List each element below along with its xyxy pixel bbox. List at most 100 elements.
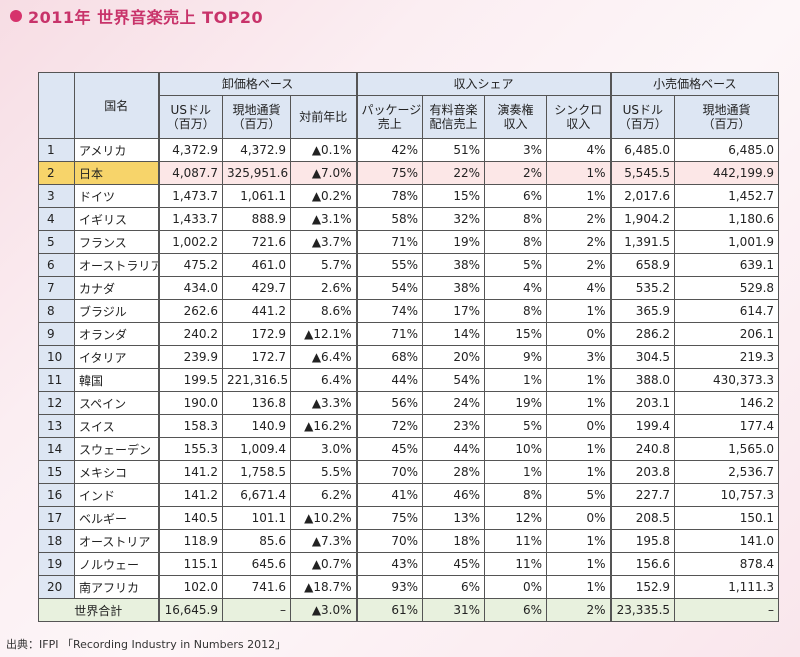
column-header: 対前年比 xyxy=(289,95,358,139)
value-cell-w-local: 888.9 xyxy=(222,207,291,231)
value-cell-dl: 38% xyxy=(422,253,486,277)
value-cell-r-local: 1,001.9 xyxy=(674,230,780,254)
value-cell-r-local: 878.4 xyxy=(674,552,780,576)
chart-title: 2011年 世界音楽売上 TOP20 xyxy=(10,5,263,27)
value-cell-perf: 11% xyxy=(484,529,548,553)
value-cell-perf: 10% xyxy=(484,437,548,461)
value-cell-dl: 28% xyxy=(422,460,486,484)
value-cell-w-usd: 4,372.9 xyxy=(158,138,223,162)
sales-table: 国名 卸価格ベース 収入シェア 小売価格ベース USドル （百万） 現地通貨 （百万）… xyxy=(38,72,780,622)
value-cell-w-local: 172.9 xyxy=(222,322,291,346)
value-cell-dl: 54% xyxy=(422,368,486,392)
value-cell-perf: 11% xyxy=(484,552,548,576)
country-cell: イギリス xyxy=(74,207,160,231)
rank-cell: 4 xyxy=(38,207,75,231)
table-row: 16 インド 141.2 6,671.4 6.2% 41% 46% 8% 5% 227.7 10,7… xyxy=(38,483,780,507)
value-cell-yoy: ▲0.2% xyxy=(289,184,358,208)
value-cell-yoy: ▲3.7% xyxy=(289,230,358,254)
value-cell-w-local: 172.7 xyxy=(222,345,291,369)
value-cell-sync: 1% xyxy=(546,184,612,208)
value-cell-w-usd: 262.6 xyxy=(158,299,223,323)
value-cell-perf: 8% xyxy=(484,299,548,323)
column-header: パッケージ 売上 xyxy=(356,95,424,139)
value-cell-w-usd: 1,473.7 xyxy=(158,184,223,208)
value-cell-sync: 1% xyxy=(546,368,612,392)
value-cell-pkg: 56% xyxy=(356,391,424,415)
country-cell: アメリカ xyxy=(74,138,160,162)
value-cell-perf: 8% xyxy=(484,207,548,231)
table-row: 1 アメリカ 4,372.9 4,372.9 ▲0.1% 42% 51% 3% 4% 6,485.… xyxy=(38,138,780,162)
value-cell-r-local: 529.8 xyxy=(674,276,780,300)
total-row: 世界合計 16,645.9– ▲3.0% 61% 31% 6% 2% 23,335.5– xyxy=(38,598,780,622)
total-cell-sync: 2% xyxy=(546,598,612,622)
rank-cell: 12 xyxy=(38,391,75,415)
value-cell-w-usd: 475.2 xyxy=(158,253,223,277)
country-cell: スイス xyxy=(74,414,160,438)
value-cell-dl: 45% xyxy=(422,552,486,576)
value-cell-w-local: 1,758.5 xyxy=(222,460,291,484)
value-cell-pkg: 93% xyxy=(356,575,424,599)
value-cell-sync: 2% xyxy=(546,253,612,277)
value-cell-pkg: 43% xyxy=(356,552,424,576)
value-cell-sync: 1% xyxy=(546,460,612,484)
value-cell-w-usd: 141.2 xyxy=(158,460,223,484)
column-header: シンクロ 収入 xyxy=(546,95,612,139)
value-cell-r-usd: 5,545.5 xyxy=(610,161,676,185)
value-cell-perf: 4% xyxy=(484,276,548,300)
rank-cell: 14 xyxy=(38,437,75,461)
column-header: USドル （百万） xyxy=(610,95,676,139)
value-cell-w-usd: 190.0 xyxy=(158,391,223,415)
value-cell-r-usd: 195.8 xyxy=(610,529,676,553)
value-cell-dl: 17% xyxy=(422,299,486,323)
value-cell-w-usd: 240.2 xyxy=(158,322,223,346)
total-cell-w-local: – xyxy=(222,598,291,622)
value-cell-w-local: 140.9 xyxy=(222,414,291,438)
value-cell-r-usd: 388.0 xyxy=(610,368,676,392)
total-cell-w-usd: 16,645.9 xyxy=(158,598,223,622)
table-row: 18 オーストリア 118.9 85.6 ▲7.3% 70% 18% 11% 1% 195.8 14… xyxy=(38,529,780,553)
value-cell-r-local: 2,536.7 xyxy=(674,460,780,484)
value-cell-w-local: 4,372.9 xyxy=(222,138,291,162)
country-cell: ブラジル xyxy=(74,299,160,323)
table-row: 17 ベルギー 140.5 101.1 ▲10.2% 75% 13% 12% 0% 208.5 15… xyxy=(38,506,780,530)
value-cell-r-usd: 156.6 xyxy=(610,552,676,576)
value-cell-yoy: 5.5% xyxy=(289,460,358,484)
value-cell-w-usd: 155.3 xyxy=(158,437,223,461)
table-row: 19 ノルウェー 115.1 645.6 ▲0.7% 43% 45% 11% 1% 156.6 87… xyxy=(38,552,780,576)
value-cell-perf: 6% xyxy=(484,184,548,208)
value-cell-sync: 1% xyxy=(546,529,612,553)
rank-cell: 11 xyxy=(38,368,75,392)
country-cell: 南アフリカ xyxy=(74,575,160,599)
value-cell-perf: 1% xyxy=(484,368,548,392)
country-cell: オランダ xyxy=(74,322,160,346)
country-cell: オーストラリア xyxy=(74,253,160,277)
value-cell-yoy: ▲0.1% xyxy=(289,138,358,162)
value-cell-pkg: 74% xyxy=(356,299,424,323)
value-cell-dl: 15% xyxy=(422,184,486,208)
value-cell-pkg: 55% xyxy=(356,253,424,277)
bullet-icon xyxy=(10,10,22,22)
value-cell-sync: 2% xyxy=(546,207,612,231)
table-row: 8 ブラジル 262.6 441.2 8.6% 74% 17% 8% 1% 365.9 614.7 xyxy=(38,299,780,323)
value-cell-r-usd: 1,391.5 xyxy=(610,230,676,254)
value-cell-perf: 15% xyxy=(484,322,548,346)
value-cell-perf: 8% xyxy=(484,230,548,254)
value-cell-pkg: 44% xyxy=(356,368,424,392)
value-cell-w-usd: 141.2 xyxy=(158,483,223,507)
country-cell: スウェーデン xyxy=(74,437,160,461)
value-cell-dl: 44% xyxy=(422,437,486,461)
value-cell-yoy: ▲12.1% xyxy=(289,322,358,346)
table-panel: 国名 卸価格ベース 収入シェア 小売価格ベース USドル （百万） 現地通貨 （百万）… xyxy=(38,72,780,622)
value-cell-yoy: ▲7.3% xyxy=(289,529,358,553)
rank-cell: 17 xyxy=(38,506,75,530)
value-cell-w-usd: 1,002.2 xyxy=(158,230,223,254)
rank-header xyxy=(38,72,75,139)
value-cell-w-usd: 118.9 xyxy=(158,529,223,553)
value-cell-sync: 1% xyxy=(546,575,612,599)
rank-cell: 1 xyxy=(38,138,75,162)
column-header: 現地通貨 （百万） xyxy=(674,95,780,139)
value-cell-sync: 0% xyxy=(546,414,612,438)
value-cell-r-local: 442,199.9 xyxy=(674,161,780,185)
value-cell-yoy: ▲7.0% xyxy=(289,161,358,185)
value-cell-yoy: 6.4% xyxy=(289,368,358,392)
